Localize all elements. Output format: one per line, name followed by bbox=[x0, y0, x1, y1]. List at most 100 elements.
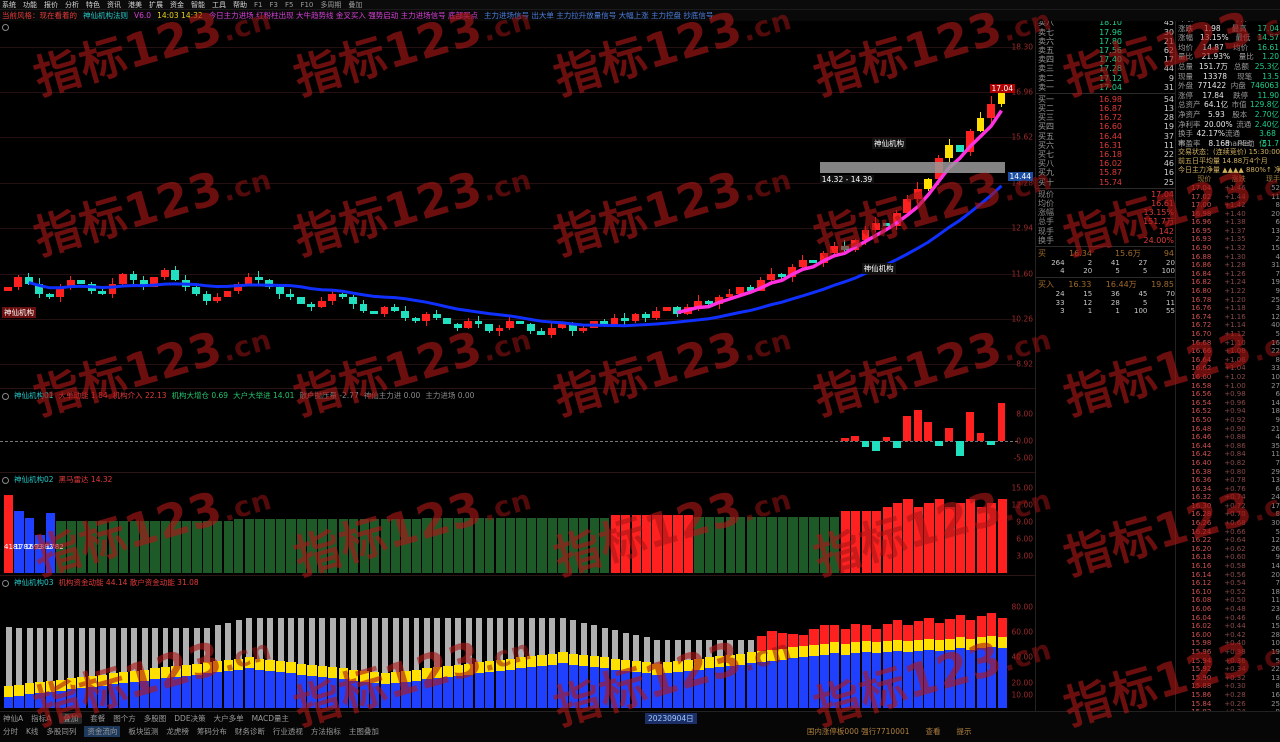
status-row-2[interactable]: 分时 K线 多股同列 资金流向 板块监测 龙虎榜 筹码分布 财务诊断 行业透视 方法指标 主图叠加 国… bbox=[0, 725, 1280, 738]
candlestick[interactable] bbox=[4, 21, 12, 388]
candlestick[interactable] bbox=[453, 21, 462, 388]
candlestick[interactable] bbox=[547, 21, 556, 388]
menu-item-6[interactable]: 港美 bbox=[128, 0, 142, 9]
status2-item-7[interactable]: 财务诊断 bbox=[234, 727, 265, 736]
candlestick[interactable] bbox=[432, 21, 441, 388]
candlestick[interactable] bbox=[485, 21, 493, 388]
candlestick[interactable] bbox=[202, 21, 211, 388]
candlestick[interactable] bbox=[160, 21, 169, 388]
candlestick[interactable] bbox=[746, 21, 755, 388]
order-book-panel[interactable]: 卖十18.3012卖九18.258卖八18.1045卖七17.9630卖六17.… bbox=[1035, 0, 1176, 712]
ask-row[interactable]: 卖五 17.56 62 bbox=[1036, 46, 1176, 55]
candlestick[interactable] bbox=[129, 21, 138, 388]
candlestick[interactable] bbox=[192, 21, 201, 388]
candlestick[interactable] bbox=[390, 21, 399, 388]
status2-item-5[interactable]: 龙虎榜 bbox=[166, 727, 189, 736]
candlestick[interactable] bbox=[317, 21, 326, 388]
menu-item-5[interactable]: 资讯 bbox=[107, 0, 121, 9]
candlestick[interactable] bbox=[359, 21, 368, 388]
menu-bar[interactable]: 系统 功能 报价 分析 特色 资讯 港美 扩展 资金 智能 工具 帮助 F1 F3 F5 F10 多周期 叠加 bbox=[0, 0, 1280, 10]
menu-item-11[interactable]: 帮助 bbox=[233, 0, 247, 9]
candlestick[interactable] bbox=[798, 21, 807, 388]
status1-item-0[interactable]: 神仙A bbox=[3, 714, 24, 723]
ask-row[interactable]: 卖四 17.40 17 bbox=[1036, 55, 1176, 64]
bid-row[interactable]: 买五 16.44 37 bbox=[1036, 132, 1176, 141]
status2-item-2[interactable]: 多股同列 bbox=[46, 727, 77, 736]
candlestick[interactable] bbox=[652, 21, 661, 388]
status1-item-8[interactable]: MACD量主 bbox=[251, 714, 290, 723]
bid-row[interactable]: 买七 16.18 22 bbox=[1036, 150, 1176, 159]
candlestick[interactable] bbox=[882, 21, 891, 388]
candlestick[interactable] bbox=[840, 21, 849, 388]
status1-item-2[interactable]: 叠加 bbox=[59, 713, 83, 724]
candlestick[interactable] bbox=[506, 21, 514, 388]
candlestick[interactable] bbox=[861, 21, 870, 388]
bid-row[interactable]: 买一 16.98 54 bbox=[1036, 95, 1176, 104]
status1-item-3[interactable]: 套餐 bbox=[90, 714, 106, 723]
status-row-1[interactable]: 神仙A 指标A 叠加 套餐 图个方 多股图 DDE决策 大户多单 MACD量主 bbox=[0, 712, 1280, 725]
menu-item-9[interactable]: 智能 bbox=[191, 0, 205, 9]
candlestick[interactable] bbox=[662, 21, 671, 388]
candlestick[interactable] bbox=[725, 21, 734, 388]
status-bar[interactable]: 神仙A 指标A 叠加 套餐 图个方 多股图 DDE决策 大户多单 MACD量主 分时 K线 多股同列… bbox=[0, 711, 1280, 742]
candlestick[interactable] bbox=[411, 21, 420, 388]
indicator-pane-02[interactable]: 神仙机构02 黑马雷达 14.32 4181 1782 1693 2382 1782 15.0… bbox=[0, 472, 1035, 575]
stock-detail-panel[interactable]: 300735光弘科技昨收14.88今开14.71涨跌1.98最高17.04涨幅1… bbox=[1175, 0, 1280, 712]
candlestick[interactable] bbox=[307, 21, 316, 388]
bid-row[interactable]: 买四 16.60 19 bbox=[1036, 122, 1176, 131]
bid-row[interactable]: 买十 15.74 25 bbox=[1036, 178, 1176, 187]
status2-item-10[interactable]: 主图叠加 bbox=[348, 727, 379, 736]
menu-right-4[interactable]: 多周期 bbox=[320, 0, 342, 9]
ask-row[interactable]: 卖七 17.96 30 bbox=[1036, 28, 1176, 37]
menu-item-1[interactable]: 功能 bbox=[23, 0, 37, 9]
menu-right-3[interactable]: F10 bbox=[300, 0, 314, 9]
candlestick[interactable] bbox=[443, 21, 452, 388]
candlestick[interactable] bbox=[495, 21, 504, 388]
menu-right-2[interactable]: F5 bbox=[284, 0, 294, 9]
status1-item-5[interactable]: 多股图 bbox=[143, 714, 167, 723]
candlestick[interactable] bbox=[422, 21, 431, 388]
candlestick[interactable] bbox=[976, 21, 985, 388]
candlestick[interactable] bbox=[77, 21, 86, 388]
candlestick[interactable] bbox=[370, 21, 378, 388]
candlestick[interactable] bbox=[119, 21, 127, 388]
menu-item-10[interactable]: 工具 bbox=[212, 0, 226, 9]
candlestick[interactable] bbox=[464, 21, 472, 388]
candlestick[interactable] bbox=[244, 21, 253, 388]
candlestick[interactable] bbox=[872, 21, 880, 388]
indicator-pane-01[interactable]: 神仙机构01 大单动能 1.84 机构介入 22.13 机构大增仓 0.69 大户大举进… bbox=[0, 388, 1035, 472]
candlestick[interactable] bbox=[338, 21, 347, 388]
menu-item-7[interactable]: 扩展 bbox=[149, 0, 163, 9]
candlestick[interactable] bbox=[610, 21, 619, 388]
menu-item-8[interactable]: 资金 bbox=[170, 0, 184, 9]
status2-item-3[interactable]: 资金流向 bbox=[84, 726, 121, 737]
candlestick[interactable] bbox=[767, 21, 776, 388]
status-right-2[interactable]: 提示 bbox=[956, 727, 972, 736]
candlestick[interactable] bbox=[213, 21, 221, 388]
candlestick[interactable] bbox=[223, 21, 232, 388]
candlestick[interactable] bbox=[641, 21, 650, 388]
status1-item-1[interactable]: 指标A bbox=[31, 714, 52, 723]
candlestick[interactable] bbox=[150, 21, 159, 388]
bid-row[interactable]: 买三 16.72 28 bbox=[1036, 113, 1176, 122]
candlestick[interactable] bbox=[736, 21, 744, 388]
candlestick[interactable] bbox=[380, 21, 389, 388]
candlestick[interactable] bbox=[621, 21, 629, 388]
menu-item-0[interactable]: 系统 bbox=[2, 0, 16, 9]
candlestick[interactable] bbox=[600, 21, 608, 388]
candlestick[interactable] bbox=[275, 21, 284, 388]
status2-item-1[interactable]: K线 bbox=[26, 727, 39, 736]
bid-row[interactable]: 买八 16.02 46 bbox=[1036, 159, 1176, 168]
status1-item-7[interactable]: 大户多单 bbox=[213, 714, 244, 723]
menu-item-3[interactable]: 分析 bbox=[65, 0, 79, 9]
candlestick[interactable] bbox=[474, 21, 483, 388]
candlestick[interactable] bbox=[255, 21, 263, 388]
candlestick[interactable] bbox=[349, 21, 357, 388]
menu-item-2[interactable]: 报价 bbox=[44, 0, 58, 9]
candlestick[interactable] bbox=[537, 21, 546, 388]
candlestick[interactable] bbox=[98, 21, 106, 388]
candlestick[interactable] bbox=[401, 21, 410, 388]
status-right-1[interactable]: 查看 bbox=[925, 727, 941, 736]
candlestick[interactable] bbox=[945, 21, 954, 388]
menu-item-4[interactable]: 特色 bbox=[86, 0, 100, 9]
